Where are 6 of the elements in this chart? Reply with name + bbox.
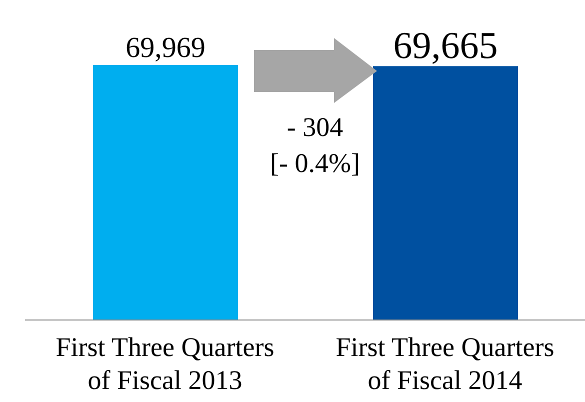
data-label: 69,969 xyxy=(126,32,206,64)
x-tick-label: First Three Quarters of Fiscal 2013 xyxy=(56,332,274,395)
x-tick-label: First Three Quarters of Fiscal 2014 xyxy=(336,332,554,395)
annotation: - 304 xyxy=(286,111,344,144)
data-label: 69,665 xyxy=(393,25,498,68)
annotation: [- 0.4%] xyxy=(269,147,361,180)
